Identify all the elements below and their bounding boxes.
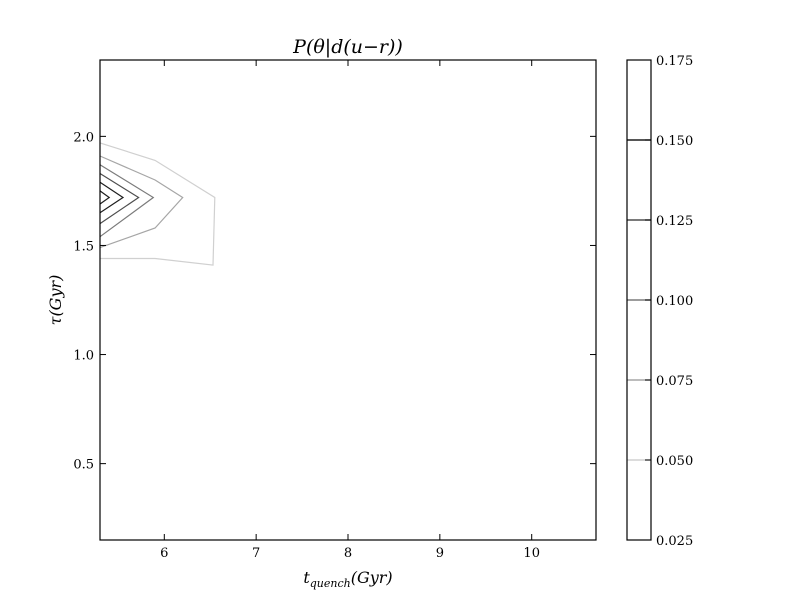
contour-layer (99, 142, 216, 266)
colorbar-tick-label: 0.150 (656, 134, 693, 149)
x-axis-label-unit: (Gyr) (351, 568, 393, 587)
x-axis-label-subscript: quench (310, 577, 351, 590)
colorbar-ticks: 0.025 0.050 0.075 0.100 0.125 0.150 0.175 (645, 54, 693, 549)
x-axis-label: tquench(Gyr) (303, 568, 392, 590)
x-axis-ticks: 6 7 8 9 10 (160, 60, 540, 561)
colorbar-tick-label: 0.025 (656, 534, 693, 549)
contour-line-0 (99, 142, 216, 266)
x-tick-label: 7 (252, 546, 260, 561)
y-axis-label: τ(Gyr) (46, 275, 65, 326)
y-axis-ticks: 0.5 1.0 1.5 2.0 (73, 130, 596, 473)
y-tick-label: 2.0 (73, 130, 94, 145)
y-tick-label: 1.5 (73, 239, 94, 254)
contour-line-2 (99, 164, 155, 238)
contour-line-4 (99, 181, 125, 214)
contour-line-3 (99, 172, 140, 225)
y-tick-label: 1.0 (73, 349, 94, 364)
colorbar-tick-label: 0.075 (656, 374, 693, 389)
x-axis-label-main: t (303, 568, 310, 587)
x-tick-label: 9 (436, 546, 444, 561)
colorbar-tick-label: 0.050 (656, 454, 693, 469)
y-tick-label: 0.5 (73, 458, 94, 473)
colorbar-tick-label: 0.100 (656, 294, 693, 309)
colorbar-tick-label: 0.175 (656, 54, 693, 69)
x-tick-label: 10 (523, 546, 540, 561)
x-tick-label: 8 (344, 546, 352, 561)
contour-line-1 (99, 155, 184, 249)
plot-frame (99, 59, 597, 541)
contour-line-5 (99, 190, 111, 205)
chart-title: P(θ|d(u−r)) (292, 36, 403, 58)
plot-area: 6 7 8 9 10 0.5 1.0 1.5 2.0 (73, 59, 597, 561)
colorbar: 0.025 0.050 0.075 0.100 0.125 0.150 0.175 (626, 54, 693, 549)
x-tick-label: 6 (160, 546, 168, 561)
colorbar-tick-label: 0.125 (656, 214, 693, 229)
